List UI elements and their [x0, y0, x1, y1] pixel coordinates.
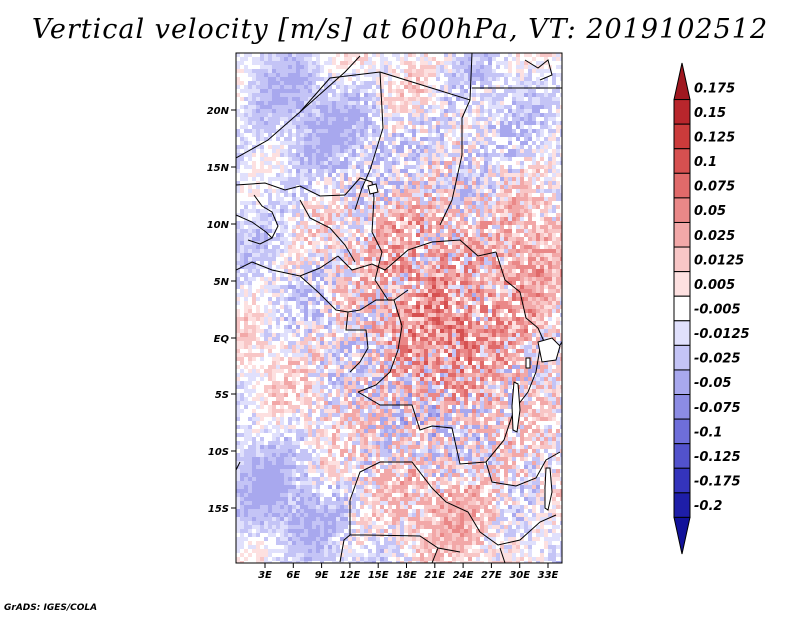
map-title: Vertical velocity [m/s] at 600hPa, VT: 2… [31, 14, 769, 45]
lat-label: 10S [208, 447, 229, 458]
colorbar-segment [673, 221, 691, 248]
lake-tanganyika [511, 381, 521, 433]
colorbar-segment [673, 246, 691, 273]
colorbar-level-label: 0.075 [694, 180, 735, 195]
lon-label: 24E [453, 570, 474, 581]
country-borders [236, 53, 562, 563]
colorbar: 0.175 0.15 0.125 0.1 0.075 0.05 0.025 0.0125 0.0… [673, 62, 750, 555]
lon-label: 33E [538, 570, 559, 581]
map-panel: 20N 15N 10N 5N EQ 5S 10S 15S 3E 6E 9E 12E 15E 18E 21E 2… [207, 52, 563, 581]
lat-label: 5N [214, 277, 230, 288]
colorbar-segment [673, 418, 691, 445]
colorbar-level-label: -0.05 [694, 376, 731, 391]
map-frame [235, 52, 563, 564]
colorbar-level-label: -0.0125 [694, 327, 750, 342]
lake-victoria [537, 337, 561, 363]
colorbar-level-label: -0.2 [694, 499, 722, 514]
lat-label: EQ [214, 334, 230, 345]
colorbar-level-label: 0.0125 [694, 253, 744, 268]
colorbar-level-label: 0.15 [694, 106, 726, 121]
lon-label: 3E [258, 570, 272, 581]
lon-label: 27E [481, 570, 502, 581]
grads-credit: GrADS: IGES/COLA [4, 603, 98, 613]
lat-label: 15S [208, 504, 229, 515]
colorbar-segment [673, 271, 691, 297]
colorbar-segment [673, 148, 691, 174]
lat-label: 15N [207, 163, 230, 174]
colorbar-level-label: -0.075 [694, 401, 741, 416]
lake-kivu [525, 357, 531, 369]
map-grid: 20N 15N 10N 5N EQ 5S 10S 15S 3E 6E 9E 12E 15E 18E 21E 2… [207, 106, 559, 581]
colorbar-level-label: 0.1 [694, 155, 717, 170]
lat-label: 20N [207, 106, 230, 117]
lon-label: 6E [286, 570, 300, 581]
colorbar-level-label: 0.05 [694, 204, 726, 219]
vertical-velocity-field [236, 53, 562, 563]
colorbar-segment [673, 172, 691, 199]
lakes [367, 183, 561, 511]
colorbar-level-label: 0.005 [694, 278, 735, 293]
colorbar-segment [673, 197, 691, 223]
colorbar-level-label: -0.125 [694, 450, 741, 465]
colorbar-level-label: 0.025 [694, 229, 735, 244]
colorbar-segment [673, 295, 691, 322]
colorbar-level-label: -0.025 [694, 352, 741, 367]
colorbar-segment [673, 394, 691, 420]
lon-label: 21E [424, 570, 445, 581]
lat-label: 10N [207, 220, 230, 231]
colorbar-level-label: -0.175 [694, 475, 741, 490]
colorbar-segment [673, 320, 691, 346]
lake-malawi [544, 467, 553, 511]
colorbar-level-label: -0.1 [694, 425, 722, 440]
colorbar-bottom-arrow [673, 516, 691, 555]
colorbar-segment [673, 344, 691, 371]
colorbar-level-label: -0.005 [694, 303, 741, 318]
lon-label: 30E [509, 570, 530, 581]
colorbar-segment [673, 467, 691, 494]
lon-label: 9E [315, 570, 329, 581]
lat-label: 5S [215, 390, 229, 401]
lake-chad [367, 183, 379, 195]
colorbar-level-label: 0.175 [694, 81, 735, 96]
colorbar-segment [673, 123, 691, 150]
colorbar-segment [673, 443, 691, 469]
lon-label: 15E [368, 570, 389, 581]
colorbar-segment [673, 99, 691, 125]
colorbar-segment [673, 369, 691, 396]
lon-label: 12E [340, 570, 361, 581]
lon-label: 18E [396, 570, 417, 581]
colorbar-top-arrow [673, 62, 691, 101]
colorbar-segment [673, 492, 691, 518]
colorbar-level-label: 0.125 [694, 130, 735, 145]
